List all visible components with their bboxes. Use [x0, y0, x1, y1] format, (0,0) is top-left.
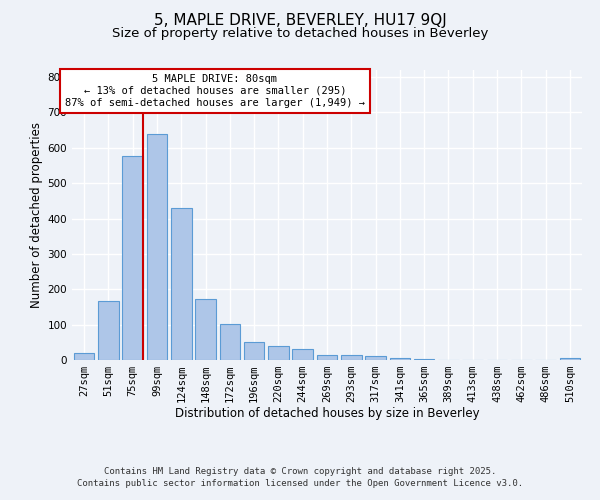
Bar [220, 324, 240, 360]
Bar [365, 356, 386, 360]
Bar [122, 156, 143, 360]
Bar [389, 358, 410, 360]
Y-axis label: Number of detached properties: Number of detached properties [31, 122, 43, 308]
Bar [292, 348, 313, 360]
Text: Contains HM Land Registry data © Crown copyright and database right 2025.: Contains HM Land Registry data © Crown c… [104, 467, 496, 476]
Bar [146, 134, 167, 360]
Bar [244, 342, 265, 360]
Bar [560, 358, 580, 360]
Bar [414, 359, 434, 360]
Bar [268, 346, 289, 360]
X-axis label: Distribution of detached houses by size in Beverley: Distribution of detached houses by size … [175, 406, 479, 420]
Text: 5 MAPLE DRIVE: 80sqm
← 13% of detached houses are smaller (295)
87% of semi-deta: 5 MAPLE DRIVE: 80sqm ← 13% of detached h… [65, 74, 365, 108]
Bar [317, 354, 337, 360]
Bar [171, 208, 191, 360]
Bar [74, 353, 94, 360]
Bar [341, 356, 362, 360]
Bar [98, 300, 119, 360]
Text: Contains public sector information licensed under the Open Government Licence v3: Contains public sector information licen… [77, 478, 523, 488]
Bar [195, 299, 216, 360]
Text: Size of property relative to detached houses in Beverley: Size of property relative to detached ho… [112, 28, 488, 40]
Text: 5, MAPLE DRIVE, BEVERLEY, HU17 9QJ: 5, MAPLE DRIVE, BEVERLEY, HU17 9QJ [154, 12, 446, 28]
